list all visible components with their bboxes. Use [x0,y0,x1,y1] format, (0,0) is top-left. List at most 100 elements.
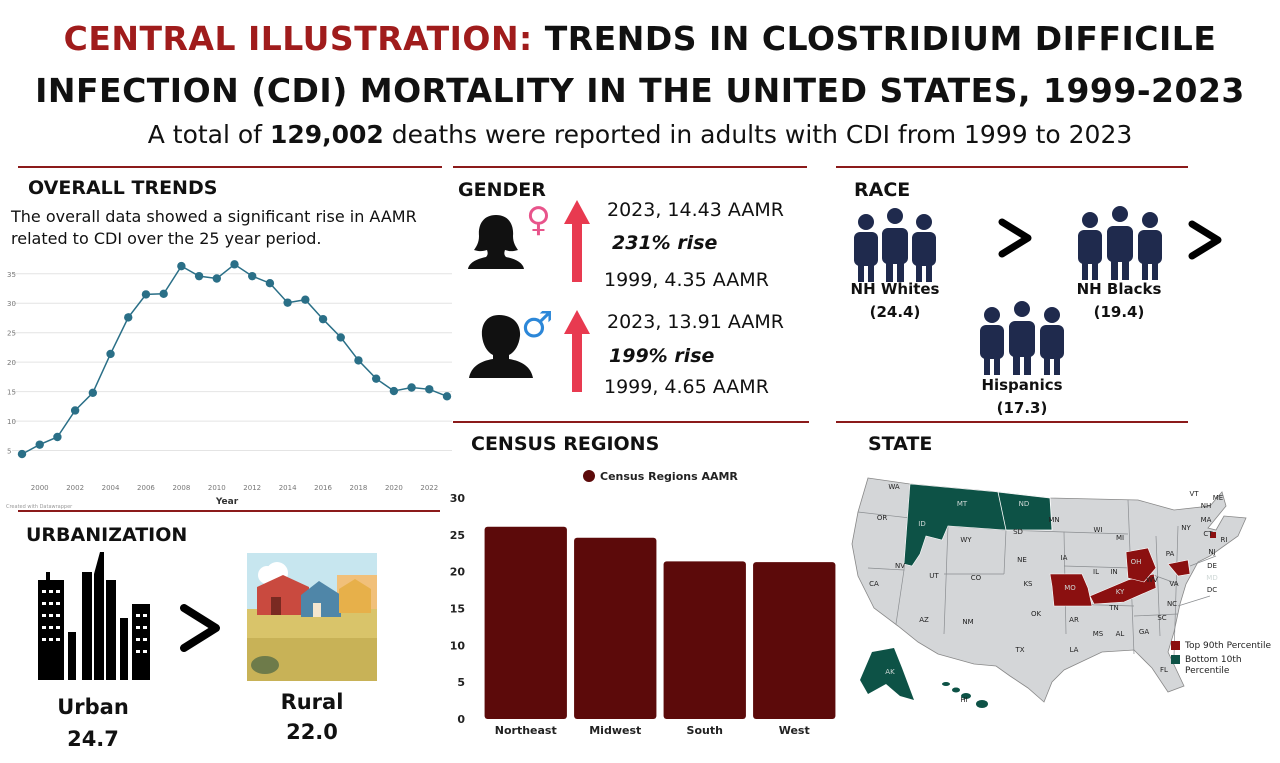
state-label: TX [1014,646,1024,654]
overall-trend-chart: 5 10 15 20 25 30 35 2000 2002 2004 2006 2008 2010 20… [6,260,452,510]
state-label: NJ [1208,548,1215,556]
greater-than-icon [180,604,220,652]
legend-top90-label: Top 90th Percentile [1184,641,1271,651]
legend-top90-swatch [1171,641,1180,650]
state-label: KS [1023,580,1033,588]
state-label: WI [1094,526,1103,534]
chart-credit: Created with Datawrapper [6,504,73,510]
state-label: DC [1207,586,1217,594]
state-label: ID [918,520,925,528]
x-tick-label: 2014 [279,484,297,492]
divider [453,421,809,423]
state-label: MO [1064,584,1076,592]
data-point [442,392,452,401]
data-point [301,295,310,304]
state-label: MT [957,500,968,508]
state-ri-top90 [1210,532,1216,538]
state-md-top90 [1167,559,1191,577]
rural-value: 22.0 [286,720,338,744]
x-tick-label: 2022 [420,484,438,492]
y-tick-label: 15 [7,389,16,397]
state-label: NC [1167,600,1177,608]
data-point [141,290,151,299]
data-point [35,440,44,449]
state-label: TN [1108,604,1119,612]
female-symbol-icon: ♀ [526,200,551,240]
state-label: NM [962,618,973,626]
bar [663,561,746,719]
female-2023-value: 2023, 14.43 AAMR [607,199,784,221]
state-label: VT [1189,490,1199,498]
nh-whites-value: (24.4) [869,303,921,321]
male-silhouette-icon [469,315,533,378]
state-label: LA [1070,646,1079,654]
state-label: ND [1019,500,1030,508]
data-point [265,279,275,288]
male-1999-value: 1999, 4.65 AAMR [604,376,769,398]
y-tick-label: 25 [7,330,16,338]
subtitle: A total of 129,002 deaths were reported … [0,118,1280,152]
data-point [53,432,62,442]
data-point [336,333,345,342]
x-tick-label: Northeast [495,724,557,737]
state-label: OH [1131,558,1142,566]
data-point [230,260,239,269]
x-tick-label: 2008 [172,484,190,492]
y-tick-label: 25 [450,529,465,542]
legend-bottom10-label1: Bottom 10th [1185,655,1242,665]
race-heading: RACE [854,179,911,201]
rural-scene-image [247,553,377,681]
state-label: NV [895,562,905,570]
divider [836,166,1188,168]
bar [753,562,836,719]
x-tick-label: Midwest [589,724,641,737]
data-point [124,313,133,322]
female-rise-arrow-icon [564,200,590,282]
x-tick-label: 2010 [208,484,226,492]
us-contiguous-shape [851,477,1247,703]
trend-line [21,263,448,455]
x-tick-label: 2012 [243,484,261,492]
state-label: MA [1201,516,1212,524]
title-highlight: CENTRAL ILLUSTRATION: [63,19,533,58]
page-title-line1: CENTRAL ILLUSTRATION: TRENDS IN CLOSTRID… [0,20,1280,58]
nh-whites-label: NH Whites [850,280,940,298]
overall-description: The overall data showed a significant ri… [11,207,417,248]
state-label: IL [1093,568,1099,576]
divider [18,510,440,512]
data-point [88,388,98,397]
state-label: WV [1146,576,1158,584]
state-oh-top90 [1125,547,1157,583]
legend-bottom10-label2: Percentile [1185,666,1230,676]
data-point [407,383,416,392]
state-label: SC [1157,614,1166,622]
state-label: UT [929,572,939,580]
data-point [318,314,328,324]
legend-bottom10-swatch [1171,655,1180,664]
state-label: NE [1017,556,1027,564]
chart-legend: Census Regions AAMR [600,470,738,483]
legend-swatch [583,470,595,482]
female-1999-value: 1999, 4.35 AAMR [604,269,769,291]
male-2023-value: 2023, 13.91 AAMR [607,311,784,333]
state-label: AR [1069,616,1079,624]
divider [18,166,442,168]
y-tick-label: 0 [457,713,465,726]
x-tick-label: West [779,724,810,737]
state-label: KY [1116,588,1125,596]
nh-blacks-value: (19.4) [1093,303,1145,321]
title-text-1: TRENDS IN CLOSTRIDIUM DIFFICILE [544,19,1217,58]
us-state-map: WA OR CA NV ID MT WY UT AZ CO NM ND SD NE KS OK TX MN IA MO… [851,477,1271,708]
x-tick-label: South [687,724,723,737]
x-tick-label: 2006 [137,484,155,492]
bar [574,537,657,719]
state-label: MS [1093,630,1104,638]
y-tick-label: 10 [7,418,16,426]
state-label: OR [877,514,888,522]
overall-trends-heading: OVERALL TRENDS [28,177,218,199]
greater-than-icon [1188,220,1222,260]
female-rise: 231% rise [612,232,718,254]
gender-heading: GENDER [458,179,546,201]
hispanics-label: Hispanics [981,376,1063,394]
hispanics-group-icon [980,299,1064,375]
